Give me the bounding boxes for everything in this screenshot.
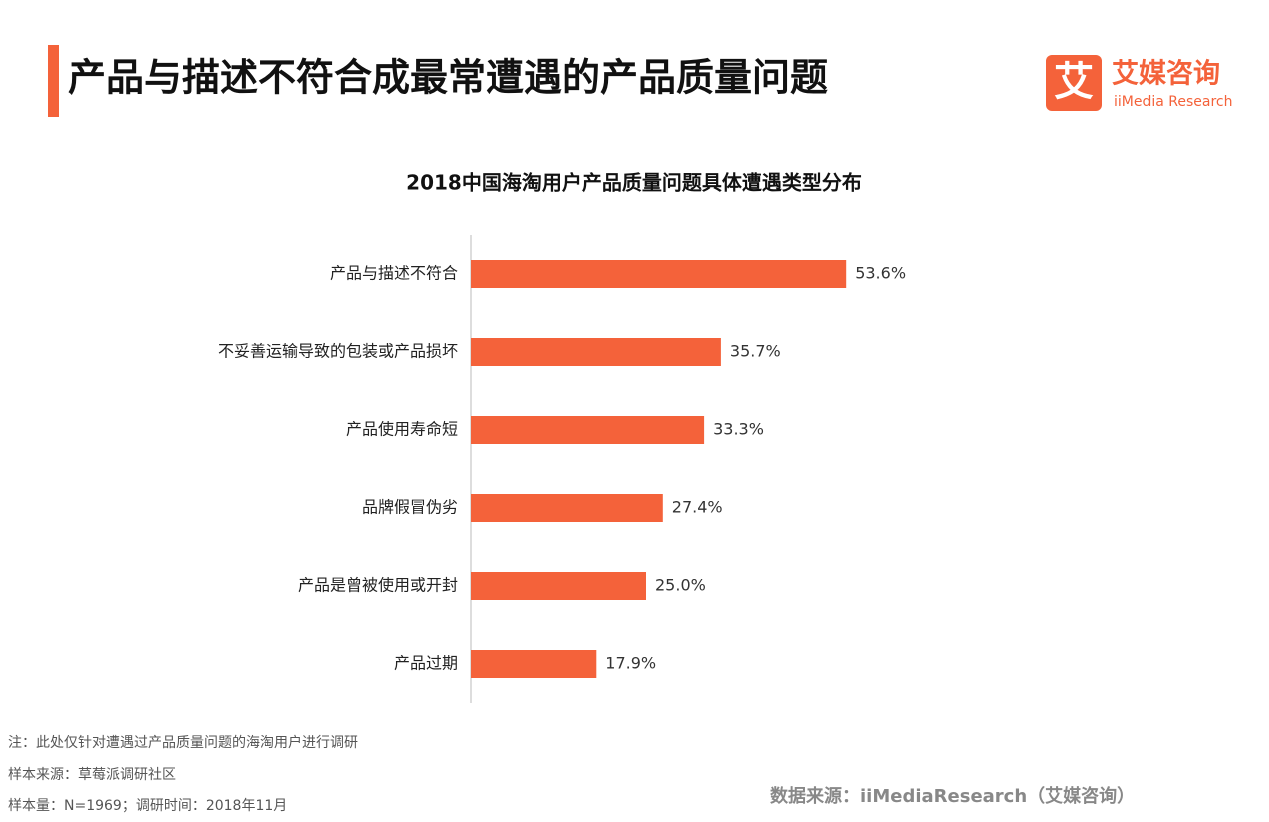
value-label: 25.0% bbox=[655, 576, 706, 595]
note: 样本量：N=1969；调研时间：2018年11月 bbox=[8, 798, 287, 814]
value-label: 35.7% bbox=[730, 342, 781, 361]
category-label: 不妥善运输导致的包装或产品损坏 bbox=[218, 342, 458, 361]
bar bbox=[471, 494, 663, 522]
note: 注：此处仅针对遭遇过产品质量问题的海淘用户进行调研 bbox=[8, 734, 358, 751]
note: 样本来源：草莓派调研社区 bbox=[8, 767, 176, 783]
bar bbox=[471, 338, 721, 366]
title-accent bbox=[48, 45, 59, 117]
logo-box bbox=[1046, 55, 1102, 111]
category-label: 产品是曾被使用或开封 bbox=[298, 576, 458, 595]
value-label: 33.3% bbox=[713, 420, 764, 439]
bar bbox=[471, 650, 597, 678]
logo-mark: 艾 bbox=[1054, 59, 1094, 105]
bar bbox=[471, 260, 847, 288]
category-label: 品牌假冒伪劣 bbox=[362, 498, 458, 517]
chart-title: 2018中国海淘用户产品质量问题具体遭遇类型分布 bbox=[406, 171, 862, 195]
category-label: 产品与描述不符合 bbox=[330, 264, 458, 283]
value-label: 17.9% bbox=[605, 654, 656, 673]
source: 数据来源：iiMediaResearch（艾媒咨询） bbox=[770, 785, 1135, 807]
bar bbox=[471, 572, 646, 600]
logo-en: iiMedia Research bbox=[1114, 94, 1233, 110]
page-title: 产品与描述不符合成最常遭遇的产品质量问题 bbox=[68, 56, 828, 100]
bar bbox=[471, 416, 705, 444]
category-label: 产品使用寿命短 bbox=[346, 420, 458, 439]
value-label: 53.6% bbox=[855, 264, 906, 283]
value-label: 27.4% bbox=[672, 498, 723, 517]
logo-cn: 艾媒咨询 bbox=[1112, 58, 1220, 90]
category-label: 产品过期 bbox=[394, 654, 458, 673]
